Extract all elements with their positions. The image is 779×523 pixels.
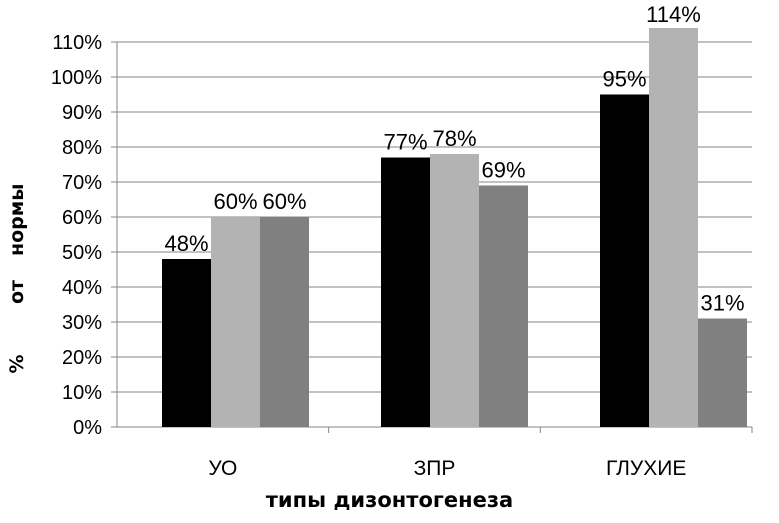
y-tick-label: 90% bbox=[62, 102, 102, 124]
bar bbox=[698, 318, 747, 427]
bar bbox=[430, 154, 479, 427]
y-tick-label: 100% bbox=[51, 67, 102, 89]
y-tick-label: 60% bbox=[62, 207, 102, 229]
data-label: 77% bbox=[383, 130, 427, 155]
data-label: 31% bbox=[700, 291, 744, 316]
y-tick-label: 110% bbox=[52, 32, 102, 54]
x-tick-label: УО bbox=[208, 457, 237, 480]
x-tick-label: ГЛУХИЕ bbox=[606, 457, 686, 480]
y-tick-label: 0% bbox=[73, 417, 102, 439]
data-label: 69% bbox=[481, 158, 525, 183]
data-label: 60% bbox=[262, 189, 306, 214]
data-label: 48% bbox=[164, 231, 208, 256]
x-tick-label: ЗПР bbox=[414, 457, 456, 480]
data-label: 114% bbox=[646, 2, 701, 27]
data-label: 95% bbox=[602, 67, 646, 92]
y-axis-label-normy: нормы bbox=[6, 183, 28, 257]
y-tick-label: 40% bbox=[62, 277, 102, 299]
bar bbox=[381, 157, 430, 427]
bar bbox=[162, 259, 211, 427]
data-label: 60% bbox=[213, 189, 257, 214]
bar bbox=[479, 185, 528, 427]
y-tick-label: 80% bbox=[62, 137, 102, 159]
x-axis-title: типы дизонтогенеза bbox=[265, 488, 514, 512]
y-axis-label-percent: % bbox=[6, 354, 28, 374]
bar bbox=[211, 217, 260, 427]
bar bbox=[260, 217, 309, 427]
y-tick-label: 50% bbox=[62, 242, 102, 264]
y-tick-label: 10% bbox=[62, 382, 102, 404]
y-axis-label-ot: от bbox=[6, 279, 28, 305]
data-label: 78% bbox=[432, 126, 476, 151]
bar bbox=[649, 28, 698, 427]
y-tick-label: 70% bbox=[62, 172, 102, 194]
y-tick-label: 30% bbox=[62, 312, 102, 334]
bar bbox=[600, 94, 649, 427]
y-tick-label: 20% bbox=[62, 347, 102, 369]
